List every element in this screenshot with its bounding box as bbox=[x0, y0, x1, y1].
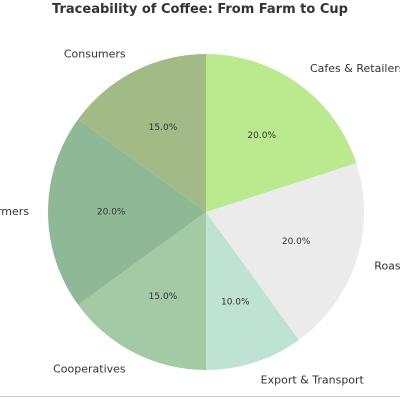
category-label-export-and-transport: Export & Transport bbox=[261, 373, 365, 386]
pie-slice-cafes-and-retailers bbox=[206, 54, 357, 212]
category-label-farmers: Farmers bbox=[0, 205, 29, 218]
chart-title: Traceability of Coffee: From Farm to Cup bbox=[52, 2, 348, 17]
percent-label-cooperatives: 15.0% bbox=[149, 292, 178, 302]
category-label-cooperatives: Cooperatives bbox=[53, 363, 126, 376]
percent-label-roasters: 20.0% bbox=[282, 237, 311, 247]
pie-slice-cooperatives bbox=[78, 212, 206, 370]
category-label-cafes-and-retailers: Cafes & Retailers bbox=[310, 62, 400, 75]
pie-slices bbox=[47, 54, 364, 370]
category-label-consumers: Consumers bbox=[64, 47, 126, 60]
category-labels: Farmers Cooperatives Export & Transport Roa… bbox=[0, 47, 400, 386]
percent-label-export-and-transport: 10.0% bbox=[221, 298, 250, 308]
pie-slice-consumers bbox=[78, 54, 206, 212]
bottom-divider bbox=[0, 396, 400, 397]
percent-label-consumers: 15.0% bbox=[149, 123, 178, 133]
percent-label-cafes-and-retailers: 20.0% bbox=[247, 131, 276, 141]
pie-slice-export-and-transport bbox=[206, 212, 299, 370]
pie-slice-roasters bbox=[206, 163, 364, 340]
percent-label-farmers: 20.0% bbox=[97, 208, 126, 218]
percent-labels: 20.0% 15.0% 10.0% 20.0% 20.0% 15.0% bbox=[97, 123, 311, 308]
category-label-roasters: Roasters bbox=[374, 260, 400, 273]
pie-slice-farmers bbox=[47, 119, 206, 305]
